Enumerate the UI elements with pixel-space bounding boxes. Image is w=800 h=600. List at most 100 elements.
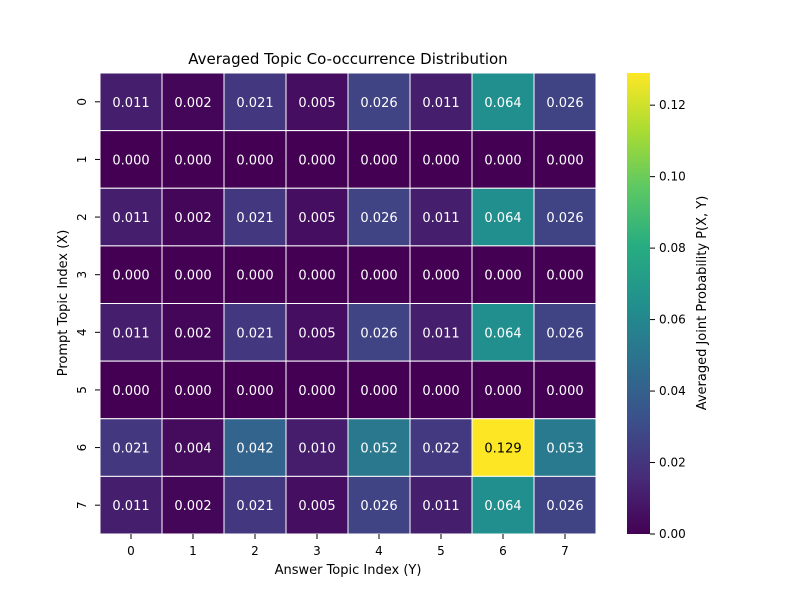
cell-value-label: 0.026 — [360, 211, 397, 226]
heatmap-cell — [347, 360, 411, 420]
cell-value-label: 0.042 — [236, 442, 273, 457]
cell-value-label: 0.064 — [484, 96, 521, 111]
heatmap-cell — [285, 187, 349, 247]
heatmap-cell — [409, 360, 473, 420]
cell-value-label: 0.129 — [484, 442, 521, 457]
cell-value-label: 0.005 — [298, 211, 335, 226]
cell-value-label: 0.021 — [236, 499, 273, 514]
cell-value-label: 0.000 — [112, 153, 149, 168]
cell-value-label: 0.021 — [236, 96, 273, 111]
heatmap-cell — [223, 245, 287, 304]
cell-value-label: 0.000 — [546, 153, 583, 168]
heatmap-cell — [409, 418, 473, 477]
cell-value-label: 0.000 — [484, 153, 521, 168]
heatmap-cell — [285, 303, 349, 362]
cell-value-label: 0.000 — [174, 384, 211, 399]
heatmap-cell — [347, 303, 411, 362]
x-tick-label: 6 — [499, 544, 507, 558]
heatmap-cell — [223, 360, 287, 420]
y-axis-label: Prompt Topic Index (X) — [56, 230, 71, 377]
cell-value-label: 0.022 — [422, 442, 459, 457]
x-tick-label: 1 — [189, 544, 197, 558]
heatmap-cell — [347, 245, 411, 304]
cell-value-label: 0.011 — [422, 211, 459, 226]
y-tick-label: 1 — [75, 156, 89, 164]
cell-value-label: 0.000 — [484, 384, 521, 399]
heatmap-cell — [285, 130, 349, 189]
heatmap-cell — [471, 418, 535, 477]
colorbar-label: Averaged Joint Probability P(X, Y) — [695, 196, 710, 411]
cell-value-label: 0.000 — [174, 153, 211, 168]
colorbar-tick-label: 0.10 — [659, 170, 686, 184]
heatmap-cell — [409, 130, 473, 189]
heatmap-cell — [161, 360, 225, 420]
cell-value-label: 0.026 — [546, 211, 583, 226]
heatmap-cell — [347, 475, 411, 535]
heatmap-cell — [347, 418, 411, 477]
cell-value-label: 0.000 — [236, 153, 273, 168]
x-tick-label: 5 — [437, 544, 445, 558]
y-tick-label: 4 — [75, 328, 89, 336]
cell-value-label: 0.002 — [174, 499, 211, 514]
heatmap-cell — [533, 303, 597, 362]
colorbar-rect — [627, 73, 650, 534]
heatmap-cell — [161, 72, 225, 132]
colorbar-tick-label: 0.00 — [659, 527, 686, 541]
cell-value-label: 0.026 — [546, 96, 583, 111]
heatmap-cell — [223, 418, 287, 477]
heatmap-cell — [471, 245, 535, 304]
cell-value-label: 0.000 — [236, 269, 273, 284]
colorbar-tick-label: 0.06 — [659, 313, 686, 327]
cell-value-label: 0.000 — [298, 269, 335, 284]
heatmap-cell — [347, 187, 411, 247]
heatmap-cell — [409, 187, 473, 247]
y-tick-label: 6 — [75, 444, 89, 452]
y-tick-label: 5 — [75, 386, 89, 394]
heatmap-cell — [533, 360, 597, 420]
cell-value-label: 0.011 — [422, 499, 459, 514]
heatmap-cell — [99, 418, 163, 477]
y-tick-label: 7 — [75, 501, 89, 509]
cell-value-label: 0.000 — [298, 384, 335, 399]
heatmap-cell — [99, 245, 163, 304]
x-tick-label: 2 — [251, 544, 259, 558]
colorbar: 0.00 0.02 0.04 0.06 0.08 0.10 0.12 — [627, 73, 686, 541]
cell-value-label: 0.000 — [298, 153, 335, 168]
y-tick-label: 0 — [75, 98, 89, 106]
cell-value-label: 0.053 — [546, 442, 583, 457]
heatmap-cell — [99, 72, 163, 132]
heatmap-cell — [533, 475, 597, 535]
cell-value-label: 0.064 — [484, 499, 521, 514]
heatmap-cell — [471, 187, 535, 247]
cell-value-label: 0.000 — [422, 384, 459, 399]
heatmap-cell — [223, 475, 287, 535]
cell-value-label: 0.004 — [174, 442, 211, 457]
cell-value-label: 0.011 — [112, 499, 149, 514]
cell-value-label: 0.064 — [484, 211, 521, 226]
cell-value-label: 0.000 — [546, 269, 583, 284]
cell-value-label: 0.005 — [298, 326, 335, 341]
cell-value-label: 0.026 — [360, 499, 397, 514]
cell-value-label: 0.005 — [298, 96, 335, 111]
x-tick-label: 4 — [375, 544, 383, 558]
cell-value-label: 0.000 — [360, 384, 397, 399]
cell-value-label: 0.011 — [112, 326, 149, 341]
y-tick-label: 3 — [75, 271, 89, 279]
cell-value-label: 0.002 — [174, 211, 211, 226]
x-tick-label: 3 — [313, 544, 321, 558]
heatmap-cell — [533, 418, 597, 477]
colorbar-tick-label: 0.12 — [659, 98, 686, 112]
cell-value-label: 0.000 — [112, 269, 149, 284]
heatmap-cells: 0.011 0.002 0.021 0.005 0.026 0.011 0.064 0.026… — [99, 72, 597, 535]
chart-title: Averaged Topic Co-occurrence Distributio… — [188, 50, 507, 68]
cell-value-label: 0.021 — [236, 211, 273, 226]
cell-value-label: 0.000 — [546, 384, 583, 399]
cell-value-label: 0.026 — [546, 499, 583, 514]
heatmap-cell — [285, 245, 349, 304]
heatmap-cell — [223, 72, 287, 132]
x-axis-ticks: 0 1 2 3 4 5 6 7 — [127, 534, 569, 558]
cell-value-label: 0.011 — [112, 96, 149, 111]
y-tick-label: 2 — [75, 213, 89, 221]
cell-value-label: 0.000 — [422, 153, 459, 168]
